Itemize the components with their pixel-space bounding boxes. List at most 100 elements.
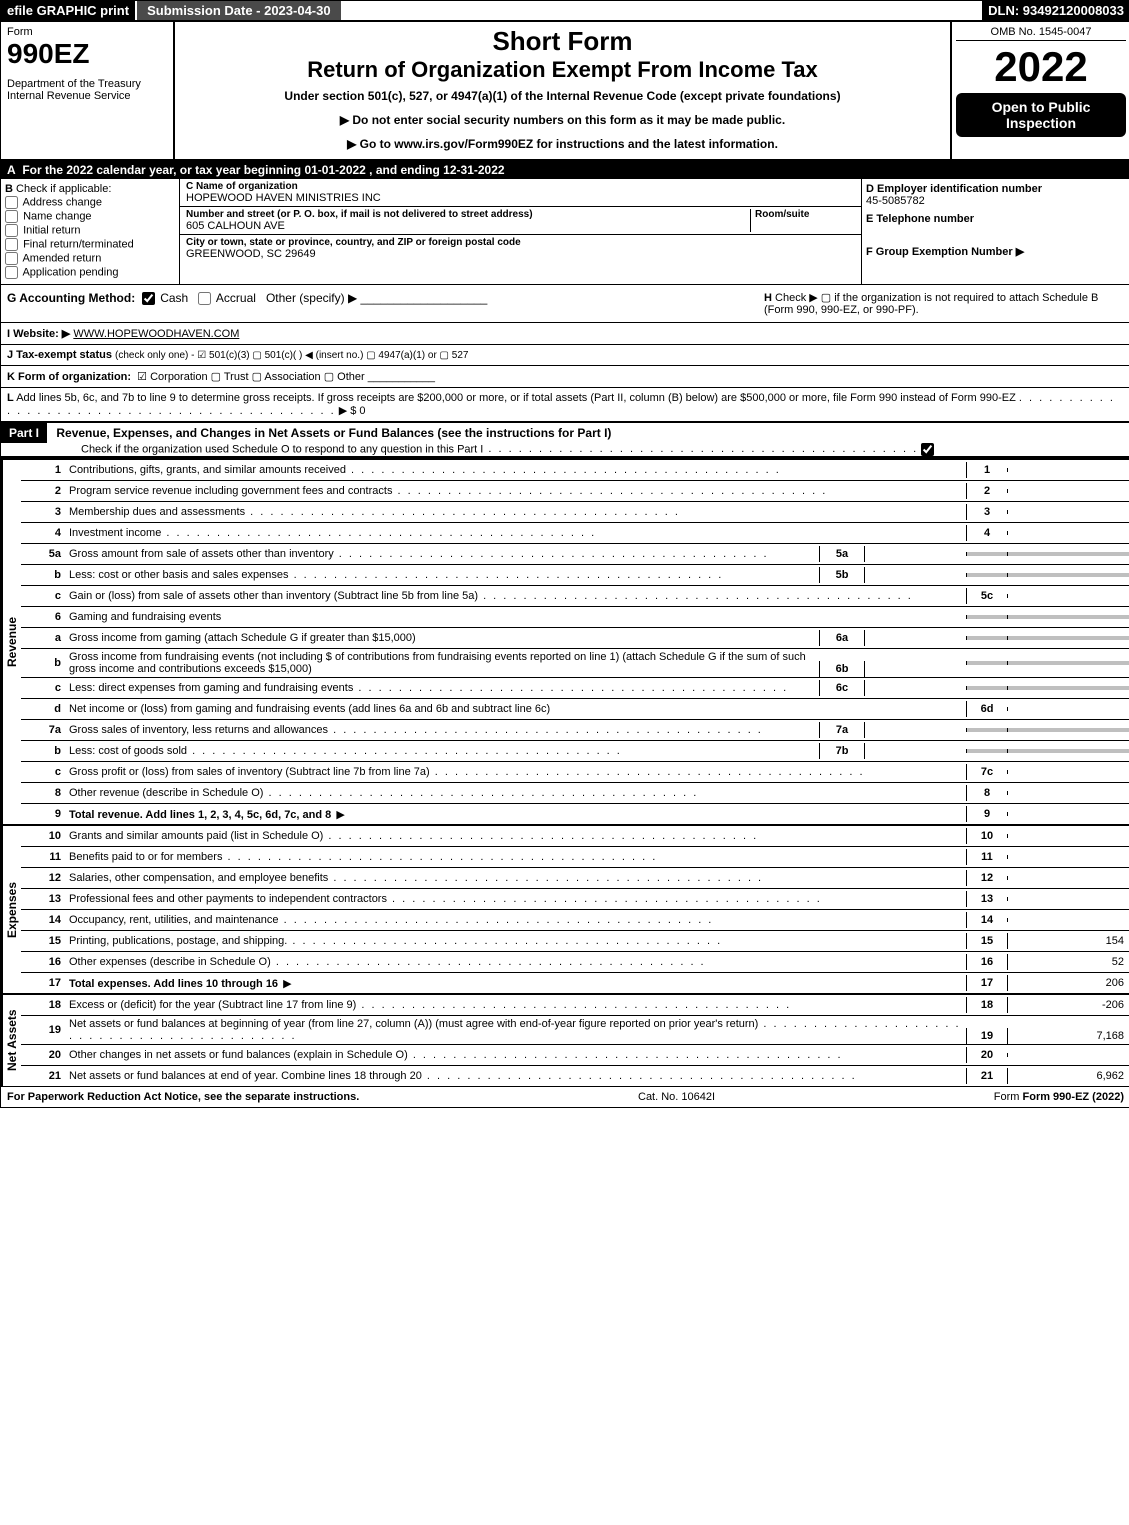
- col-c-org-info: C Name of organization HOPEWOOD HAVEN MI…: [180, 179, 862, 284]
- goto-link[interactable]: ▶ Go to www.irs.gov/Form990EZ for instru…: [181, 137, 944, 151]
- line-8-desc: Other revenue (describe in Schedule O): [65, 785, 966, 801]
- page-footer: For Paperwork Reduction Act Notice, see …: [1, 1086, 1129, 1107]
- j-label: J Tax-exempt status: [7, 349, 112, 361]
- line-6a-desc: Gross income from gaming (attach Schedul…: [65, 630, 819, 646]
- line-18-val: -206: [1007, 997, 1129, 1013]
- row-g-accounting: G Accounting Method: Cash Accrual Other …: [1, 285, 1129, 323]
- line-5a-desc: Gross amount from sale of assets other t…: [65, 546, 819, 562]
- expenses-vert-label: Expenses: [1, 826, 21, 993]
- row-h-schedule-b: H Check ▶ ▢ if the organization is not r…: [764, 291, 1124, 316]
- cb-amended-return[interactable]: Amended return: [5, 252, 175, 265]
- part1-check-line: Check if the organization used Schedule …: [1, 443, 1129, 456]
- street-value: 605 CALHOUN AVE: [186, 220, 750, 232]
- line-20-desc: Other changes in net assets or fund bala…: [65, 1047, 966, 1063]
- line-6b-desc: Gross income from fundraising events (no…: [65, 649, 819, 677]
- line-9-desc: Total revenue. Add lines 1, 2, 3, 4, 5c,…: [65, 806, 966, 823]
- line-19-desc: Net assets or fund balances at beginning…: [65, 1016, 966, 1044]
- line-14-desc: Occupancy, rent, utilities, and maintena…: [65, 912, 966, 928]
- g-label: G Accounting Method:: [7, 291, 135, 305]
- l-amount: ▶ $ 0: [339, 405, 366, 417]
- cb-address-change[interactable]: Address change: [5, 196, 175, 209]
- cb-name-change[interactable]: Name change: [5, 210, 175, 223]
- line-13-desc: Professional fees and other payments to …: [65, 891, 966, 907]
- line-5c-desc: Gain or (loss) from sale of assets other…: [65, 588, 966, 604]
- section-bcd: B Check if applicable: Address change Na…: [1, 179, 1129, 285]
- efile-print-label[interactable]: efile GRAPHIC print: [1, 1, 135, 20]
- room-label: Room/suite: [755, 209, 855, 220]
- header-center: Short Form Return of Organization Exempt…: [175, 22, 950, 159]
- ein-value: 45-5085782: [866, 195, 1126, 207]
- col-d-ein: D Employer identification number 45-5085…: [862, 179, 1129, 284]
- omb-number: OMB No. 1545-0047: [956, 26, 1126, 41]
- line-10-desc: Grants and similar amounts paid (list in…: [65, 828, 966, 844]
- row-a-tax-year: A For the 2022 calendar year, or tax yea…: [1, 161, 1129, 179]
- form-number: 990EZ: [7, 38, 167, 70]
- revenue-vert-label: Revenue: [1, 460, 21, 824]
- revenue-block: Revenue 1Contributions, gifts, grants, a…: [1, 458, 1129, 824]
- netassets-vert-label: Net Assets: [1, 995, 21, 1086]
- website-value[interactable]: WWW.HOPEWOODHAVEN.COM: [73, 328, 239, 340]
- line-12-desc: Salaries, other compensation, and employ…: [65, 870, 966, 886]
- part1-header-row: Part I Revenue, Expenses, and Changes in…: [1, 423, 1129, 458]
- row-k-org-form: K Form of organization: ☑ Corporation ▢ …: [1, 366, 1129, 388]
- line-7a-desc: Gross sales of inventory, less returns a…: [65, 722, 819, 738]
- b-check-if: Check if applicable:: [16, 183, 111, 195]
- city-value: GREENWOOD, SC 29649: [186, 248, 855, 260]
- org-name-row: C Name of organization HOPEWOOD HAVEN MI…: [180, 179, 861, 207]
- row-j-tax-status: J Tax-exempt status (check only one) - ☑…: [1, 345, 1129, 366]
- line-18-desc: Excess or (deficit) for the year (Subtra…: [65, 997, 966, 1013]
- line-6-desc: Gaming and fundraising events: [65, 609, 966, 625]
- topbar-spacer: [343, 1, 983, 20]
- footer-cat-no: Cat. No. 10642I: [638, 1091, 715, 1103]
- line-3-desc: Membership dues and assessments: [65, 504, 966, 520]
- line-2-desc: Program service revenue including govern…: [65, 483, 966, 499]
- footer-form-id: Form Form 990-EZ (2022): [994, 1091, 1124, 1103]
- line-19-val: 7,168: [1007, 1028, 1129, 1044]
- l-text: Add lines 5b, 6c, and 7b to line 9 to de…: [16, 392, 1016, 404]
- short-form-title: Short Form: [181, 26, 944, 57]
- cb-schedule-o[interactable]: [921, 443, 934, 456]
- form-label: Form: [7, 26, 167, 38]
- i-label: I Website: ▶: [7, 328, 70, 340]
- submission-date: Submission Date - 2023-04-30: [135, 1, 343, 20]
- line-17-val: 206: [1007, 975, 1129, 991]
- line-21-val: 6,962: [1007, 1068, 1129, 1084]
- g-other: Other (specify) ▶: [266, 291, 357, 305]
- topbar: efile GRAPHIC print Submission Date - 20…: [1, 1, 1129, 22]
- org-name: HOPEWOOD HAVEN MINISTRIES INC: [186, 192, 855, 204]
- line-7b-desc: Less: cost of goods sold: [65, 743, 819, 759]
- net-assets-block: Net Assets 18Excess or (deficit) for the…: [1, 993, 1129, 1086]
- ssn-warning: ▶ Do not enter social security numbers o…: [181, 113, 944, 127]
- line-15-desc: Printing, publications, postage, and shi…: [65, 933, 966, 949]
- col-b-checkboxes: B Check if applicable: Address change Na…: [1, 179, 180, 284]
- header-left: Form 990EZ Department of the Treasury In…: [1, 22, 175, 159]
- line-7c-desc: Gross profit or (loss) from sales of inv…: [65, 764, 966, 780]
- line-4-desc: Investment income: [65, 525, 966, 541]
- cb-initial-return[interactable]: Initial return: [5, 224, 175, 237]
- part1-badge: Part I: [1, 423, 47, 443]
- line-17-desc: Total expenses. Add lines 10 through 16: [65, 975, 966, 992]
- phone-label: E Telephone number: [866, 213, 1126, 225]
- under-section-text: Under section 501(c), 527, or 4947(a)(1)…: [181, 89, 944, 103]
- cb-application-pending[interactable]: Application pending: [5, 266, 175, 279]
- return-title: Return of Organization Exempt From Incom…: [181, 57, 944, 83]
- cb-cash[interactable]: [142, 292, 155, 305]
- cb-accrual[interactable]: [198, 292, 211, 305]
- row-a-text: For the 2022 calendar year, or tax year …: [22, 163, 504, 177]
- k-label: K Form of organization:: [7, 371, 131, 383]
- line-5b-desc: Less: cost or other basis and sales expe…: [65, 567, 819, 583]
- line-6c-desc: Less: direct expenses from gaming and fu…: [65, 680, 819, 696]
- department-label: Department of the Treasury Internal Reve…: [7, 78, 167, 102]
- footer-left: For Paperwork Reduction Act Notice, see …: [7, 1091, 359, 1103]
- street-label: Number and street (or P. O. box, if mail…: [186, 209, 750, 220]
- cb-final-return[interactable]: Final return/terminated: [5, 238, 175, 251]
- line-6d-desc: Net income or (loss) from gaming and fun…: [65, 701, 966, 717]
- org-name-label: C Name of organization: [186, 181, 855, 192]
- expenses-block: Expenses 10Grants and similar amounts pa…: [1, 824, 1129, 993]
- line-16-desc: Other expenses (describe in Schedule O): [65, 954, 966, 970]
- street-row: Number and street (or P. O. box, if mail…: [180, 207, 861, 235]
- line-1-desc: Contributions, gifts, grants, and simila…: [65, 462, 966, 478]
- city-row: City or town, state or province, country…: [180, 235, 861, 262]
- line-21-desc: Net assets or fund balances at end of ye…: [65, 1068, 966, 1084]
- ein-label: D Employer identification number: [866, 183, 1126, 195]
